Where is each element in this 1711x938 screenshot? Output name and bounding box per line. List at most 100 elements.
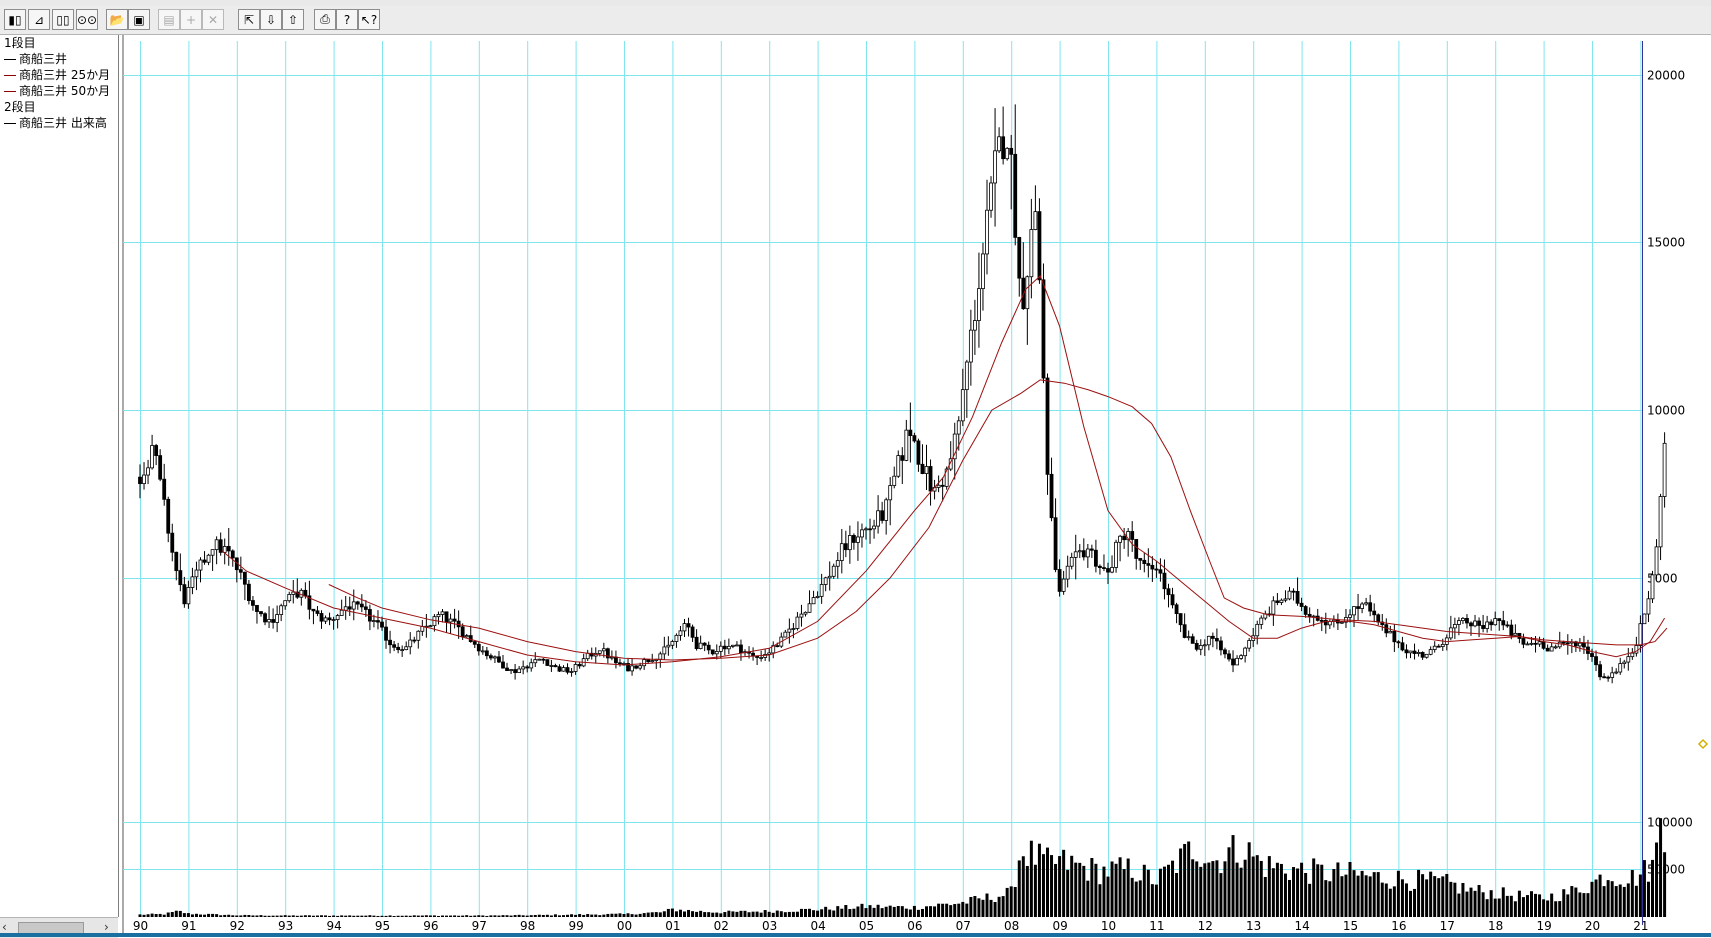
candle-body: [1259, 617, 1264, 625]
volume-bar: [844, 905, 848, 917]
candle-body: [1206, 635, 1211, 646]
volume-bar: [1433, 876, 1437, 917]
candle-body: [722, 645, 727, 650]
volume-bar: [977, 898, 981, 917]
volume-bar: [1062, 849, 1066, 917]
volume-bar: [925, 906, 928, 917]
candle-body: [464, 635, 469, 638]
volume-bar: [1626, 883, 1630, 917]
volume-bar: [150, 913, 154, 917]
volume-bar: [687, 909, 691, 917]
candle-body: [178, 570, 183, 586]
arrow-up-icon: ⇧: [287, 12, 299, 27]
candle-body: [569, 671, 574, 673]
volume-bar: [432, 915, 436, 917]
scroll-right-arrow-icon[interactable]: ›: [104, 920, 109, 934]
candle-body: [460, 626, 465, 638]
candle-body: [1154, 568, 1159, 571]
volume-bar: [207, 913, 211, 917]
arrow-down-button[interactable]: ⇩: [260, 9, 282, 30]
candle-body: [1291, 590, 1296, 593]
volume-bar: [1501, 887, 1505, 917]
volume-bar: [1150, 884, 1154, 917]
help-button[interactable]: ?: [336, 9, 358, 30]
volume-bar: [799, 908, 803, 917]
line-chart-icon: ⊿: [33, 12, 45, 27]
candle-body: [989, 182, 993, 211]
properties-button[interactable]: ▤: [158, 9, 180, 30]
candle-body: [843, 543, 848, 551]
volume-bar: [1614, 886, 1618, 917]
volume-bar: [324, 915, 328, 917]
candle-body: [997, 136, 1001, 152]
candle-body: [408, 639, 413, 648]
volume-bar: [505, 915, 509, 917]
candle-body: [852, 535, 856, 543]
save-disk-button[interactable]: ▣: [128, 9, 150, 30]
candle-body: [1122, 535, 1127, 541]
volume-bar: [989, 899, 993, 917]
open-folder-button[interactable]: 📂: [106, 9, 128, 30]
candle-body: [678, 630, 683, 636]
candle-body: [1190, 636, 1195, 644]
arrow-up-button[interactable]: ⇧: [282, 9, 304, 30]
scroll-left-arrow-icon[interactable]: ‹: [2, 920, 7, 934]
price-tick-label: 10000: [1647, 404, 1685, 418]
candle-body: [1142, 559, 1147, 564]
x-tick-label: 95: [375, 919, 390, 933]
candle-body: [791, 628, 796, 630]
candle-chart-button[interactable]: ▮▯: [4, 9, 26, 30]
volume-bar: [1090, 857, 1094, 917]
dual-pane-button[interactable]: ▯▯: [52, 9, 74, 30]
candle-body: [484, 650, 489, 657]
delete-button[interactable]: ✕: [202, 9, 224, 30]
legend-entry: 商船三井: [0, 51, 118, 67]
candle-body: [968, 329, 973, 363]
candle-body: [1041, 279, 1046, 379]
volume-bar: [1167, 864, 1170, 917]
volume-bar: [420, 915, 424, 917]
volume-bar: [566, 914, 570, 917]
volume-bar: [497, 915, 501, 917]
legend-label: 2段目: [4, 100, 36, 114]
candle-body: [1489, 621, 1494, 626]
volume-bar: [695, 911, 699, 917]
candle-body: [1513, 632, 1518, 636]
volume-bar: [1074, 862, 1078, 917]
candle-body: [920, 463, 925, 474]
candle-body: [948, 458, 953, 470]
volume-bar: [174, 910, 178, 917]
cursor-tool-icon: ⇱: [243, 12, 255, 27]
candle-body: [1239, 655, 1243, 659]
x-tick-label: 10: [1101, 919, 1116, 933]
volume-bar: [1525, 895, 1529, 917]
context-help-button[interactable]: ↖?: [358, 9, 380, 30]
line-chart-button[interactable]: ⊿: [28, 9, 50, 30]
volume-bar: [832, 910, 836, 917]
volume-bar: [1638, 874, 1642, 917]
volume-bar: [574, 914, 578, 917]
volume-bar: [158, 913, 162, 917]
candle-body: [259, 611, 263, 615]
volume-bar: [344, 915, 348, 917]
volume-bar: [945, 903, 949, 917]
candle-body: [529, 662, 534, 669]
volume-bar: [1409, 890, 1412, 917]
candle-body: [1626, 656, 1631, 663]
candle-body: [1126, 531, 1131, 541]
binoculars-button[interactable]: ⊙⊙: [76, 9, 98, 30]
candle-body: [271, 619, 276, 623]
cursor-tool-button[interactable]: ⇱: [238, 9, 260, 30]
add-button[interactable]: +: [180, 9, 202, 30]
volume-bar: [186, 913, 190, 917]
volume-bar: [771, 912, 775, 917]
volume-bar: [449, 915, 453, 917]
volume-bar: [884, 906, 888, 917]
print-button[interactable]: ⎙: [314, 9, 336, 30]
volume-bar: [1509, 895, 1513, 917]
candle-body: [1557, 641, 1562, 648]
candle-body: [1061, 578, 1066, 592]
candle-body: [1565, 642, 1570, 645]
candle-body: [1323, 619, 1328, 626]
candle-body: [1618, 663, 1623, 673]
